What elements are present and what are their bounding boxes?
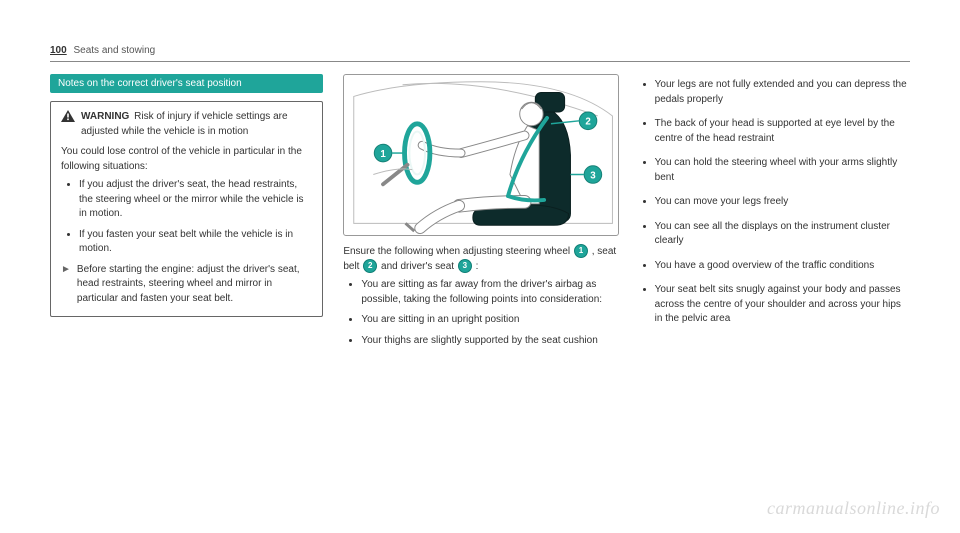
- list-item: You are sitting as far away from the dri…: [361, 278, 616, 307]
- page-root: 100 Seats and stowing Notes on the corre…: [0, 0, 960, 533]
- columns: Notes on the correct driver's seat posit…: [50, 74, 910, 354]
- action-row: ► Before starting the engine: adjust the…: [61, 263, 312, 307]
- warning-intro: You could lose control of the vehicle in…: [61, 145, 312, 174]
- warning-label: WARNING: [81, 111, 129, 122]
- list-item: The back of your head is supported at ey…: [655, 117, 910, 146]
- list-item: Your legs are not fully extended and you…: [655, 78, 910, 107]
- warning-heading: WARNING Risk of injury if vehicle settin…: [81, 110, 312, 139]
- svg-text:2: 2: [586, 117, 592, 128]
- warning-bullets: If you adjust the driver's seat, the hea…: [61, 178, 312, 257]
- section-title: Notes on the correct driver's seat posit…: [50, 74, 323, 93]
- list-item: You are sitting in an upright position: [361, 313, 616, 328]
- col2-bullets: You are sitting as far away from the dri…: [343, 278, 616, 348]
- caption-part: and driver's seat: [381, 261, 457, 272]
- list-item: Your thighs are slightly supported by th…: [361, 334, 616, 349]
- inline-callout-1-icon: 1: [574, 244, 588, 258]
- list-item: You have a good overview of the traffic …: [655, 259, 910, 274]
- watermark: carmanualsonline.info: [767, 498, 940, 519]
- caption-part: :: [476, 261, 479, 272]
- page-header: 100 Seats and stowing: [50, 40, 910, 62]
- list-item: Your seat belt sits snugly against your …: [655, 283, 910, 327]
- list-item: You can move your legs freely: [655, 195, 910, 210]
- inline-callout-3-icon: 3: [458, 259, 472, 273]
- list-item: If you adjust the driver's seat, the hea…: [79, 178, 312, 222]
- warning-triangle-icon: [61, 110, 75, 128]
- action-text: Before starting the engine: adjust the d…: [77, 263, 312, 307]
- inline-callout-2-icon: 2: [363, 259, 377, 273]
- header-section: Seats and stowing: [73, 45, 155, 56]
- column-1: Notes on the correct driver's seat posit…: [50, 74, 323, 354]
- warning-head: WARNING Risk of injury if vehicle settin…: [61, 110, 312, 139]
- action-arrow-icon: ►: [61, 263, 71, 278]
- column-2: 1 2 3: [343, 74, 616, 354]
- list-item: You can hold the steering wheel with you…: [655, 156, 910, 185]
- col3-bullets: Your legs are not fully extended and you…: [637, 78, 910, 327]
- list-item: You can see all the displays on the inst…: [655, 220, 910, 249]
- warning-box: WARNING Risk of injury if vehicle settin…: [50, 101, 323, 317]
- header-text: 100 Seats and stowing: [50, 45, 155, 56]
- svg-text:1: 1: [381, 149, 387, 160]
- list-item: If you fasten your seat belt while the v…: [79, 228, 312, 257]
- seat-illustration: 1 2 3: [343, 74, 618, 236]
- column-3: Your legs are not fully extended and you…: [637, 74, 910, 354]
- caption: Ensure the following when adjusting stee…: [343, 244, 616, 274]
- caption-part: Ensure the following when adjusting stee…: [343, 246, 573, 257]
- svg-text:3: 3: [591, 170, 597, 181]
- page-number: 100: [50, 45, 67, 56]
